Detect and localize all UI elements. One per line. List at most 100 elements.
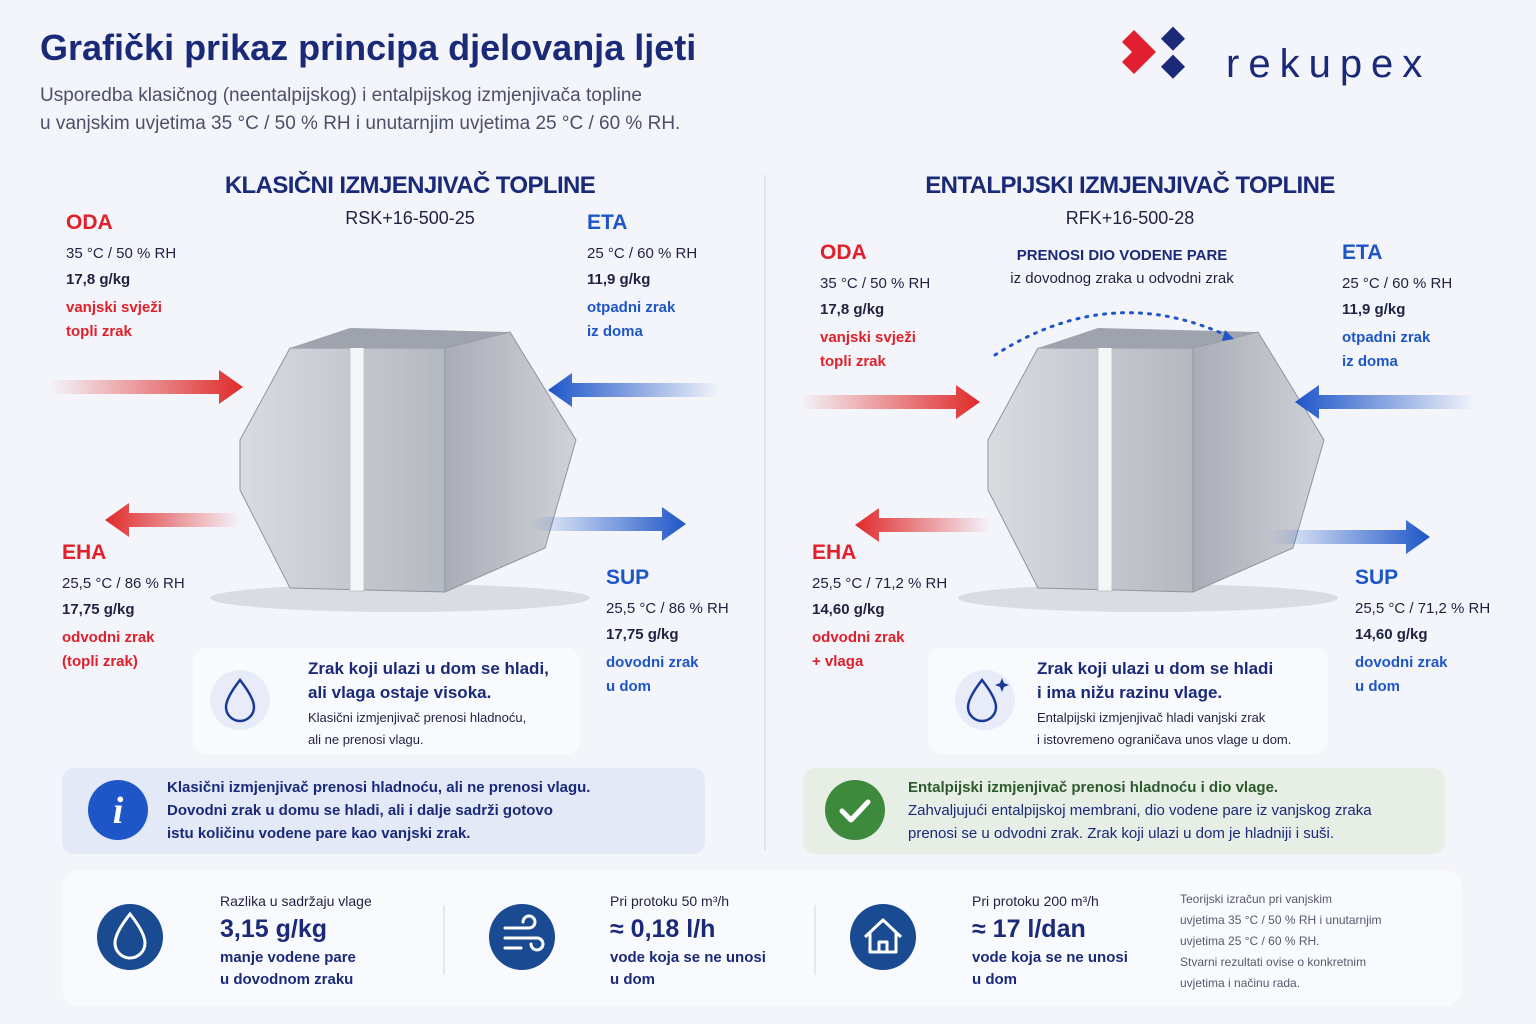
shadow <box>958 584 1338 612</box>
footnote: Teorijski izračun pri vanjskim <box>1180 892 1333 906</box>
stat-value: ≈ 17 l/dan <box>972 915 1086 943</box>
footnote: uvjetima 35 °C / 50 % RH i unutarnjim <box>1180 913 1382 927</box>
stream-condition: 35 °C / 50 % RH <box>820 275 931 292</box>
stat-text: vode koja se ne unosi <box>610 949 766 966</box>
air-arrow <box>530 507 686 541</box>
note-text: ali ne prenosi vlagu. <box>308 732 424 747</box>
side-face <box>1192 331 1325 593</box>
stat-label: Razlika u sadržaju vlage <box>220 893 372 909</box>
stat-text: vode koja se ne unosi <box>972 949 1128 966</box>
stream-condition: 35 °C / 50 % RH <box>66 245 177 262</box>
panel-title: ENTALPIJSKI IZMJENJIVAČ TOPLINE <box>925 172 1335 199</box>
air-arrow <box>800 385 980 419</box>
note-text: Entalpijski izmjenjivač hladi vanjski zr… <box>1037 710 1266 725</box>
note-title: Zrak koji ulazi u dom se hladi <box>1037 659 1274 678</box>
stream-code: ETA <box>1342 241 1383 264</box>
model: RFK+16-500-28 <box>1065 208 1195 228</box>
footnote: uvjetima i načinu rada. <box>1180 976 1301 990</box>
transfer-title: PRENOSI DIO VODENE PARE <box>1016 247 1228 264</box>
footnote: uvjetima 25 °C / 60 % RH. <box>1180 934 1320 948</box>
air-arrow <box>105 503 240 537</box>
subtitle: Usporedba klasičnog (neentalpijskog) i e… <box>40 85 642 106</box>
band <box>1097 342 1113 592</box>
stream-condition: 25,5 °C / 86 % RH <box>606 600 729 617</box>
stat-text: manje vodene pare <box>220 949 356 966</box>
air-arrow <box>1270 520 1430 554</box>
air-arrow <box>548 373 720 407</box>
air-arrow <box>1295 385 1475 419</box>
stream-humidity: 17,75 g/kg <box>62 601 135 618</box>
stream-humidity: 17,8 g/kg <box>66 271 131 288</box>
stream-code: ODA <box>66 211 113 234</box>
stat-text: u dom <box>972 971 1017 988</box>
page-title: Grafički prikaz principa djelovanja ljet… <box>40 27 697 68</box>
stream-humidity: 14,60 g/kg <box>812 601 885 618</box>
top-rim <box>290 328 510 348</box>
model: RSK+16-500-25 <box>345 208 475 228</box>
stat-text: u dom <box>610 971 655 988</box>
info-title: Entalpijski izmjenjivač prenosi hladnoću… <box>908 779 1279 796</box>
stream-desc: topli zrak <box>820 353 886 370</box>
stat-label: Pri protoku 50 m³/h <box>610 893 730 909</box>
top-rim <box>1038 328 1258 348</box>
stream-desc: u dom <box>1355 678 1400 695</box>
stream-humidity: 17,8 g/kg <box>820 301 885 318</box>
heat-exchanger <box>210 328 590 612</box>
stream-desc: otpadni zrak <box>587 299 676 316</box>
stat-label: Pri protoku 200 m³/h <box>972 893 1099 909</box>
info-text: prenosi se u odvodni zrak. Zrak koji ula… <box>908 825 1335 842</box>
info-text: Zahvaljujući entalpijskoj membrani, dio … <box>908 802 1372 819</box>
stream-desc: dovodni zrak <box>606 654 699 671</box>
note-title: ali vlaga ostaje visoka. <box>308 683 492 702</box>
air-arrow <box>50 370 243 404</box>
stream-humidity: 17,75 g/kg <box>606 626 679 643</box>
stream-code: EHA <box>812 541 857 564</box>
stream-desc: + vlaga <box>812 653 864 670</box>
stream-desc: u dom <box>606 678 651 695</box>
air-arrow <box>855 508 990 542</box>
stream-desc: otpadni zrak <box>1342 329 1431 346</box>
stream-desc: dovodni zrak <box>1355 654 1448 671</box>
heat-exchanger <box>958 328 1338 612</box>
stream-code: SUP <box>1355 566 1399 589</box>
front-face <box>987 347 1194 593</box>
stream-condition: 25,5 °C / 71,2 % RH <box>1355 600 1491 617</box>
stream-desc: vanjski svježi <box>820 329 916 346</box>
panel-title: KLASIČNI IZMJENJIVAČ TOPLINE <box>224 172 596 199</box>
transfer-text: iz dovodnog zraka u odvodni zrak <box>1010 270 1234 287</box>
stat-text: u dovodnom zraku <box>220 971 354 988</box>
note-title: Zrak koji ulazi u dom se hladi, <box>308 659 549 678</box>
svg-text:i: i <box>113 790 124 832</box>
subtitle: u vanjskim uvjetima 35 °C / 50 % RH i un… <box>40 113 681 134</box>
stat-value: ≈ 0,18 l/h <box>610 915 716 943</box>
stream-desc: (topli zrak) <box>62 653 138 670</box>
stream-desc: topli zrak <box>66 323 132 340</box>
side-face <box>444 331 577 593</box>
stream-desc: vanjski svježi <box>66 299 162 316</box>
band <box>349 342 365 592</box>
front-face <box>239 347 446 593</box>
stream-code: SUP <box>606 566 650 589</box>
info-text: istu količinu vodene pare kao vanjski zr… <box>167 825 471 842</box>
stream-desc: odvodni zrak <box>812 629 905 646</box>
stream-humidity: 11,9 g/kg <box>587 271 651 288</box>
stream-condition: 25 °C / 60 % RH <box>1342 275 1453 292</box>
stream-code: EHA <box>62 541 107 564</box>
stream-code: ETA <box>587 211 628 234</box>
logo: rekupex <box>1226 42 1432 86</box>
shadow <box>210 584 590 612</box>
stream-humidity: 14,60 g/kg <box>1355 626 1428 643</box>
stream-desc: iz doma <box>587 323 643 340</box>
footnote: Stvarni rezultati ovise o konkretnim <box>1180 955 1367 969</box>
stream-condition: 25 °C / 60 % RH <box>587 245 698 262</box>
note-text: Klasični izmjenjivač prenosi hladnoću, <box>308 710 527 725</box>
stream-desc: iz doma <box>1342 353 1398 370</box>
stream-desc: odvodni zrak <box>62 629 155 646</box>
note-title: i ima nižu razinu vlage. <box>1037 683 1223 702</box>
stream-condition: 25,5 °C / 86 % RH <box>62 575 185 592</box>
info-title: Klasični izmjenjivač prenosi hladnoću, a… <box>167 779 591 796</box>
info-text: Dovodni zrak u domu se hladi, ali i dalj… <box>167 802 553 819</box>
note-text: i istovremeno ograničava unos vlage u do… <box>1037 732 1292 747</box>
